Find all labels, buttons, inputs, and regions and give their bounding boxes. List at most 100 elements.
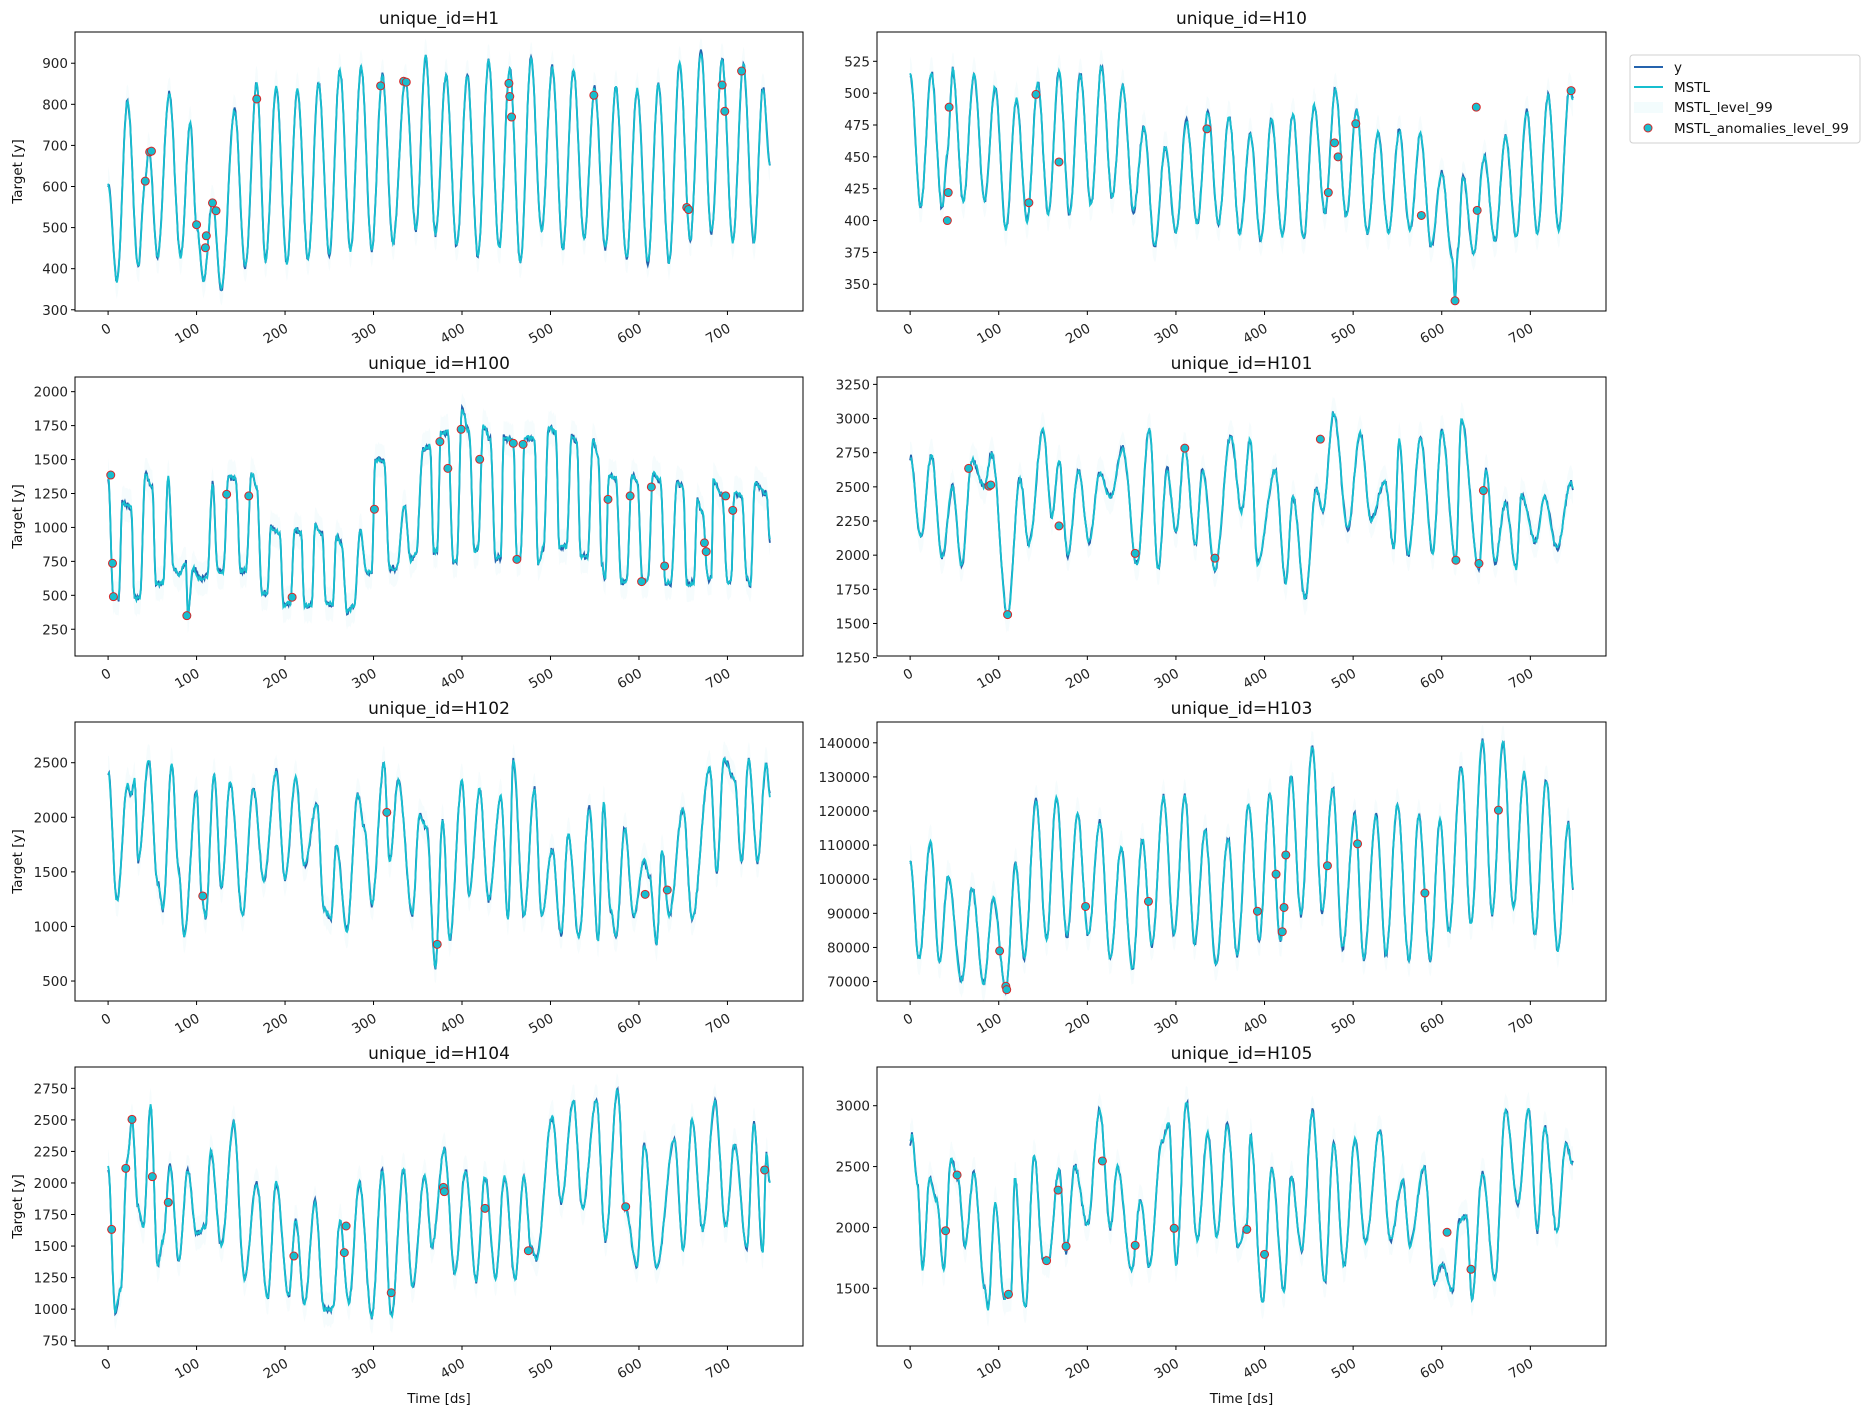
anomaly-marker [1451,555,1461,565]
x-tick-label: 600 [1417,1011,1447,1038]
anomaly-marker [1054,157,1064,167]
y-tick-label: 110000 [818,838,870,854]
anomaly-marker [1242,1224,1252,1234]
x-tick-label: 100 [974,1356,1004,1383]
y-axis-label: Target [y] [10,484,26,550]
series-y-line [107,755,771,970]
anomaly-marker [147,1172,157,1182]
x-tick-label: 0 [901,1356,916,1374]
anomaly-marker [1323,188,1333,198]
x-tick-label: 700 [1506,1011,1536,1038]
x-tick-label: 600 [615,1356,645,1383]
anomaly-marker [1493,805,1503,815]
y-tick-label: 600 [42,179,68,195]
subplot-h103: 0 100 200 300 400 500 600 700 70000 80000 90000 100… [818,699,1607,1038]
anomaly-marker [523,1246,533,1256]
subplot-title: unique_id=H100 [368,354,510,374]
subplot-title: unique_id=H104 [368,1044,510,1064]
y-tick-label: 2500 [34,1113,68,1129]
anomaly-marker [1003,1289,1013,1299]
anomaly-marker [475,454,485,464]
y-tick-label: 1000 [34,520,68,536]
anomaly-marker [1252,906,1262,916]
anomaly-marker [198,891,208,901]
x-tick-label: 700 [703,1356,733,1383]
anomaly-marker [1143,896,1153,906]
anomaly-marker [200,243,210,253]
anomaly-marker [456,424,466,434]
anomaly-marker [1566,86,1576,96]
x-tick-label: 700 [703,1011,733,1038]
x-tick-label: 300 [349,1011,379,1038]
y-tick-label: 900 [42,56,68,72]
anomaly-marker [386,1288,396,1298]
anomaly-marker [287,592,297,602]
x-tick-label: 100 [172,1011,202,1038]
anomaly-marker [1042,1256,1052,1266]
anomaly-marker [1002,985,1012,995]
anomaly-marker [1315,434,1325,444]
y-tick-label: 500 [42,221,68,237]
anomaly-marker [201,231,211,241]
plot-area [107,38,771,306]
anomaly-marker [1478,486,1488,496]
y-tick-label: 1000 [34,919,68,935]
x-tick-label: 600 [1417,321,1447,348]
axes-frame [876,721,1607,1002]
x-tick-label: 500 [526,666,556,693]
plot-area [107,1073,771,1335]
axes-frame [74,721,804,1002]
anomaly-marker [127,1114,137,1124]
anomaly-marker [211,206,221,216]
x-tick-label: 300 [349,321,379,348]
subplot-title: unique_id=H10 [1176,9,1307,29]
legend-box [1629,54,1861,144]
x-tick-label: 400 [438,1011,468,1038]
axes-frame [74,1066,804,1347]
mstl-level-99-band [108,392,770,634]
y-tick-label: 1500 [34,865,68,881]
anomaly-marker [964,463,974,473]
anomaly-marker [942,216,952,226]
anomaly-marker [339,1248,349,1258]
y-tick-label: 1500 [34,453,68,469]
x-tick-label: 200 [261,1011,291,1038]
anomaly-marker [443,463,453,473]
x-tick-label: 200 [1063,1356,1093,1383]
x-tick-label: 700 [703,321,733,348]
subplot-h105: 0 100 200 300 400 500 600 700 1500 2000 2500 3000 un… [836,1044,1607,1407]
x-tick-label: 100 [172,321,202,348]
legend-anomaly-marker [1643,123,1653,133]
axes-frame [876,31,1607,312]
axes-frame [74,376,804,657]
subplot-title: unique_id=H1 [379,9,499,29]
series-mstl-line [107,52,771,292]
x-tick-label: 200 [1063,666,1093,693]
y-axis-label: Target [y] [10,1174,26,1240]
anomaly-marker [1420,888,1430,898]
y-tick-label: 500 [42,588,68,604]
y-tick-label: 1250 [34,1271,68,1287]
y-tick-label: 2750 [836,446,870,462]
x-tick-label: 300 [1152,1011,1182,1038]
anomaly-marker [508,438,518,448]
x-tick-label: 500 [1329,666,1359,693]
y-tick-label: 425 [844,182,870,198]
anomaly-marker [943,188,953,198]
x-tick-label: 400 [1240,321,1270,348]
x-tick-label: 600 [615,321,645,348]
subplot-h104: 0 100 200 300 400 500 600 700 750 1000 1250 1500 175… [10,1044,804,1407]
y-tick-label: 120000 [818,804,870,820]
y-tick-label: 1500 [836,616,870,632]
anomaly-marker [625,491,635,501]
anomaly-marker [507,112,517,122]
anomaly-marker [1281,850,1291,860]
anomaly-marker [1260,1249,1270,1259]
anomaly-marker [222,489,232,499]
y-tick-label: 2000 [836,1220,870,1236]
anomaly-marker [146,146,156,156]
axes-frame [876,376,1607,657]
anomaly-marker [1322,861,1332,871]
x-tick-label: 200 [1063,321,1093,348]
